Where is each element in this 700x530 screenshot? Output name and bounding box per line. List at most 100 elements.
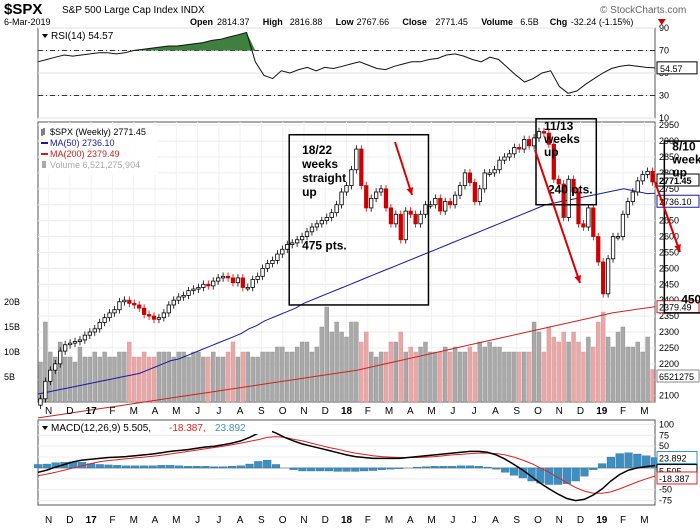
candle-body: [176, 296, 181, 301]
annotation-text: 8/10: [672, 140, 696, 154]
macd-title-hist: 23.892: [215, 423, 246, 434]
candle-body: [314, 223, 320, 228]
candle-body: [48, 369, 53, 382]
rsi-triangle-icon: [42, 34, 48, 38]
candle-body: [359, 148, 364, 187]
volume-bar: [72, 361, 78, 403]
macd-histogram-bar: [263, 459, 272, 469]
quote-close-value: 2771.45: [435, 17, 468, 27]
candle-body: [487, 172, 492, 175]
arrow-icon: [394, 141, 413, 196]
macd-histogram-bar: [545, 467, 554, 485]
macd-histogram-bar: [412, 466, 422, 469]
price-tick-label: 2950: [659, 120, 679, 130]
macd-histogram-bar: [430, 466, 439, 469]
candle-body: [364, 185, 369, 209]
volume-bar: [620, 326, 626, 403]
volume-bar: [285, 351, 290, 403]
volume-bar: [349, 321, 354, 403]
candle-body: [517, 147, 522, 150]
price-tick-label: 2200: [659, 359, 679, 369]
month-label: M: [385, 515, 393, 526]
macd-histogram-bar: [271, 464, 281, 469]
candle-body: [586, 207, 591, 228]
month-label: M: [427, 406, 435, 417]
candle-body: [591, 207, 596, 237]
volume-bar: [433, 351, 438, 403]
month-label: J: [472, 406, 477, 417]
macd-histogram-bar: [465, 465, 474, 469]
candle-body: [92, 328, 97, 333]
macd-histogram-bar: [236, 465, 245, 469]
volume-bar: [354, 321, 359, 403]
candle-body: [127, 299, 132, 304]
volume-bar: [600, 311, 606, 403]
volume-bar: [522, 351, 527, 403]
candle-body: [77, 339, 83, 342]
month-label: 17: [86, 406, 98, 417]
volume-bar: [541, 351, 547, 403]
volume-bar: [280, 346, 285, 403]
month-label: M: [130, 406, 138, 417]
volume-bar: [275, 346, 280, 403]
macd-histogram-bar: [615, 453, 624, 469]
volume-tick-label: 20B: [4, 297, 20, 307]
volume-bar: [102, 351, 107, 403]
volume-bar: [92, 351, 97, 403]
volume-tick-label: 5B: [4, 372, 15, 382]
candle-body: [625, 201, 630, 215]
volume-bar: [556, 341, 561, 403]
candle-body: [344, 185, 349, 193]
month-label: 19: [596, 515, 608, 526]
candle-body: [216, 277, 221, 282]
volume-bar: [314, 346, 320, 403]
candle-body: [161, 312, 166, 319]
volume-bar: [146, 356, 152, 403]
volume-bar: [225, 351, 231, 403]
macd-histogram-bar: [562, 467, 571, 484]
macd-histogram-bar: [210, 466, 219, 469]
month-label: S: [513, 515, 520, 526]
macd-histogram-bar: [492, 467, 501, 470]
candle-body: [472, 182, 477, 202]
month-label: O: [534, 515, 542, 526]
price-tick-label: 2750: [659, 184, 679, 194]
month-label: F: [365, 406, 371, 417]
volume-bar: [487, 341, 492, 403]
volume-bar: [290, 351, 295, 403]
volume-bar: [196, 351, 201, 403]
volume-bar: [408, 346, 413, 403]
candle-body: [156, 317, 162, 320]
candle-body: [462, 172, 468, 187]
volume-bar: [645, 336, 650, 403]
quote-low-value: 2767.66: [357, 17, 390, 27]
macd-histogram-bar: [333, 467, 342, 472]
volume-bar: [467, 346, 473, 403]
annotation-text: up: [302, 185, 317, 199]
macd-tick-label: -50: [659, 485, 672, 495]
volume-bar: [438, 351, 443, 403]
annotation-text: weeks: [543, 132, 580, 146]
volume-bar: [482, 346, 487, 403]
candle-body: [393, 213, 398, 225]
month-label: F: [365, 515, 371, 526]
price-value-box: [656, 173, 700, 187]
candle-body: [295, 239, 300, 244]
macd-tick-label: 100: [659, 419, 674, 429]
quote-high-label: High: [263, 17, 283, 27]
rsi-line: [37, 31, 656, 94]
volume-bar: [127, 341, 132, 403]
month-label: S: [258, 406, 265, 417]
arrow-icon-head: [674, 244, 681, 252]
candle-body: [556, 178, 561, 185]
price-tick-label: 2800: [659, 168, 679, 178]
volume-bar: [334, 321, 339, 403]
volume-bar: [526, 351, 532, 403]
macd-histogram-bar: [377, 467, 386, 470]
volume-bar: [77, 346, 83, 403]
price-value-label: 2771.45: [659, 176, 692, 186]
macd-value-label: 23.892: [659, 454, 687, 464]
volume-bar: [220, 356, 226, 403]
candle-body: [220, 275, 226, 279]
